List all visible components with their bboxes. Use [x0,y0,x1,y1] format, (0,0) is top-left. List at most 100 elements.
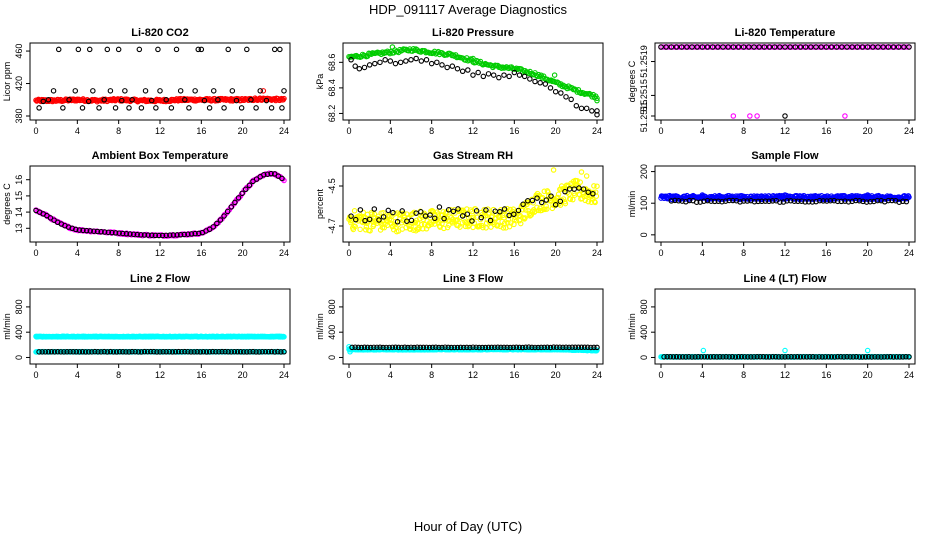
chart-title: Ambient Box Temperature [92,150,229,162]
data-point [590,191,596,197]
x-tick-label: 4 [75,126,80,136]
data-point [392,344,399,350]
data-point [668,198,675,204]
data-point [769,353,776,360]
data-point [253,105,259,111]
data-point [454,344,461,351]
data-point [896,199,902,205]
data-point [816,354,822,360]
data-point [210,224,216,230]
y-tick-label: 400 [327,325,337,340]
data-point [577,179,584,185]
chart-panel: Gas Stream RH percent-4.7 -4.5 0 4 8 12 16 20 24 [315,150,604,258]
data-point [856,198,863,204]
data-point [390,209,396,216]
data-point [675,198,682,204]
data-point [689,354,695,360]
data-point [865,354,872,360]
data-point [406,223,412,229]
data-point [745,354,751,360]
data-point [64,349,70,355]
data-point [828,44,835,50]
data-point [380,214,387,220]
y-tick-label: 51.2515 [639,100,649,133]
data-point [594,347,600,353]
data-point [362,217,368,224]
data-point [470,55,476,62]
data-point [371,206,378,212]
data-point [478,214,485,221]
data-point [429,344,436,351]
y-axis-label: ml/min [627,313,637,340]
data-point [570,196,576,203]
data-point [491,344,498,351]
data-point [583,173,590,179]
data-point [450,52,456,58]
data-point [698,354,705,360]
data-point [535,344,541,351]
data-point [782,347,788,354]
data-point [470,344,476,350]
data-point [177,88,184,94]
data-point [439,344,445,351]
data-point [174,232,180,238]
data-point [583,105,590,112]
data-point [756,44,762,50]
data-point [206,226,213,233]
data-point [885,44,892,50]
data-point [50,88,57,94]
data-point [480,224,486,231]
data-point [265,348,272,355]
data-point [389,344,396,351]
data-point [521,73,528,80]
data-point [80,227,86,234]
data-point [818,44,824,50]
x-tick-label: 0 [346,370,351,380]
data-point [126,105,132,111]
data-point [792,44,799,50]
data-point [261,172,267,178]
data-point [352,63,358,69]
data-point [464,211,471,217]
data-series [33,170,287,239]
data-point [537,80,543,86]
data-point [853,353,860,360]
data-point [833,44,840,50]
data-point [240,349,247,355]
data-point [392,60,399,67]
data-point [95,349,101,355]
data-point [225,348,231,355]
data-point [358,344,365,351]
data-series [658,44,912,119]
x-tick-label: 20 [238,248,248,258]
data-point [667,354,674,360]
data-series [346,44,600,104]
data-point [465,67,471,73]
data-point [547,344,554,351]
data-point [874,197,881,204]
data-point [442,344,448,350]
data-point [746,44,752,50]
data-point [253,349,259,355]
data-series [346,167,600,235]
data-point [777,199,783,205]
data-point [679,354,686,360]
data-point [475,69,481,76]
data-point [371,344,377,351]
x-tick-label: 20 [863,248,873,258]
y-tick-label: 0 [639,232,649,237]
data-point [163,97,169,103]
data-point [534,195,540,201]
data-point [447,213,453,219]
data-point [147,348,154,355]
data-point [457,224,463,230]
data-point [418,209,424,215]
data-point [348,213,354,219]
data-point [569,344,575,350]
data-point [224,208,231,215]
data-point [232,199,238,206]
data-point [39,349,45,355]
figure-xlabel: Hour of Day (UTC) [414,519,522,534]
data-point [468,214,474,221]
data-point [864,347,871,354]
